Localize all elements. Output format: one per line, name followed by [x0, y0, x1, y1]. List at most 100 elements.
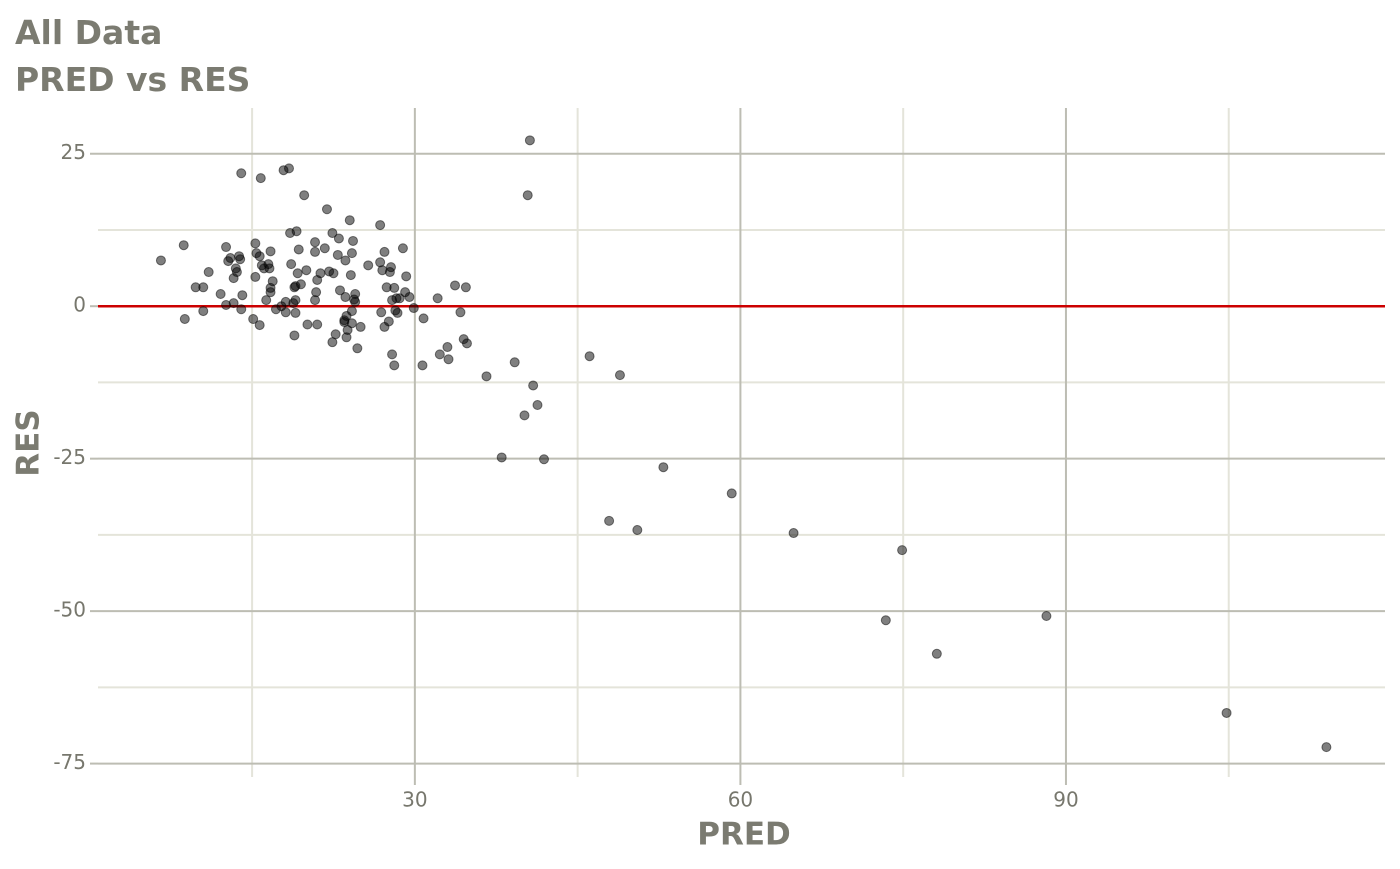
point — [333, 233, 344, 244]
x-tick-label: 90 — [1053, 788, 1078, 812]
point — [432, 293, 443, 304]
point — [254, 320, 265, 331]
point — [450, 280, 461, 291]
point — [376, 307, 387, 318]
point — [392, 307, 403, 318]
point — [519, 410, 530, 421]
point — [417, 360, 428, 371]
x-axis-title: PRED — [697, 817, 791, 853]
point — [726, 488, 737, 499]
point — [509, 357, 520, 368]
chart-subtitle: PRED vs RES — [15, 60, 250, 99]
point — [455, 307, 466, 318]
point — [658, 462, 669, 473]
point — [1321, 742, 1332, 753]
point — [299, 190, 310, 201]
point — [404, 292, 415, 303]
point — [401, 271, 412, 282]
point — [198, 282, 209, 293]
point — [632, 525, 643, 536]
point — [460, 282, 471, 293]
point — [319, 243, 330, 254]
point — [345, 270, 356, 281]
x-tick-label: 30 — [402, 788, 427, 812]
point — [178, 240, 189, 251]
point — [293, 244, 304, 255]
point — [267, 276, 278, 287]
point — [408, 303, 419, 314]
point — [265, 246, 276, 257]
point — [228, 298, 239, 309]
point — [397, 243, 408, 254]
point — [461, 338, 472, 349]
point — [254, 251, 265, 262]
y-tick-label: -25 — [53, 445, 86, 469]
point — [264, 263, 275, 274]
point — [340, 255, 351, 266]
point — [532, 399, 543, 410]
point — [442, 342, 453, 353]
point — [179, 314, 190, 325]
point — [418, 313, 429, 324]
point — [387, 349, 398, 360]
point — [389, 282, 400, 293]
point — [310, 237, 321, 248]
point — [604, 515, 615, 526]
point — [291, 226, 302, 237]
point — [355, 321, 366, 332]
point — [340, 292, 351, 303]
point — [1041, 611, 1052, 622]
point — [383, 316, 394, 327]
chart-title: All Data — [15, 13, 162, 52]
point — [302, 319, 313, 330]
point — [352, 343, 363, 354]
point — [379, 246, 390, 257]
point — [327, 228, 338, 239]
point — [528, 380, 539, 391]
point — [215, 289, 226, 300]
point — [236, 168, 247, 179]
point — [375, 220, 386, 231]
point — [225, 253, 236, 264]
point — [539, 454, 550, 465]
point — [524, 135, 535, 146]
point — [346, 318, 357, 329]
point — [311, 287, 322, 298]
point — [236, 304, 247, 315]
point — [389, 360, 400, 371]
point — [897, 545, 908, 556]
point — [496, 452, 507, 463]
point — [346, 248, 357, 259]
point — [292, 268, 303, 279]
point — [522, 190, 533, 201]
point — [280, 307, 291, 318]
point — [346, 306, 357, 317]
point — [312, 319, 323, 330]
point — [250, 238, 261, 249]
point — [255, 173, 266, 184]
point — [310, 246, 321, 257]
point — [261, 295, 272, 306]
point — [295, 279, 306, 290]
point — [315, 268, 326, 279]
point — [334, 285, 345, 296]
point — [321, 204, 332, 215]
point — [931, 648, 942, 659]
point — [880, 615, 891, 626]
point — [344, 215, 355, 226]
y-tick-label: -75 — [53, 750, 86, 774]
y-axis-title: RES — [11, 409, 47, 476]
y-tick-label: 25 — [61, 140, 86, 164]
point — [250, 271, 261, 282]
point — [301, 265, 312, 276]
point — [198, 306, 209, 317]
point — [237, 290, 248, 301]
point — [221, 242, 232, 253]
x-tick-label: 60 — [728, 788, 753, 812]
point — [434, 349, 445, 360]
point — [788, 528, 799, 539]
point — [385, 262, 396, 273]
point — [363, 260, 374, 271]
point — [235, 254, 246, 265]
